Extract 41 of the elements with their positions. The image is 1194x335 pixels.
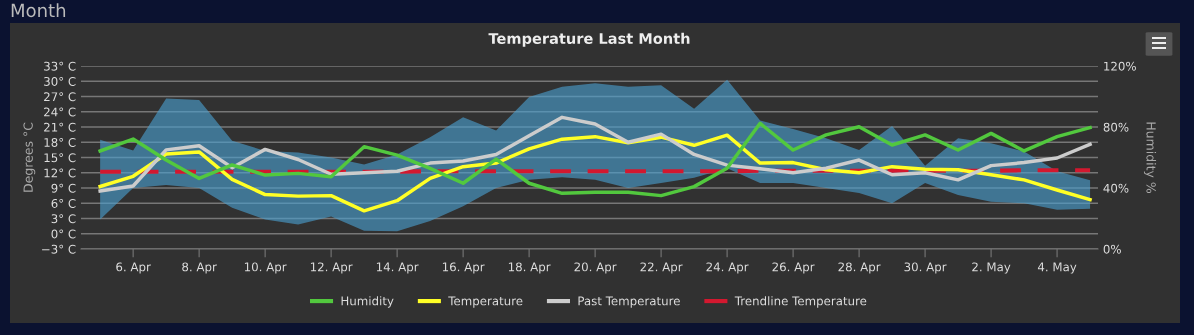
text: Month	[11, 3, 66, 18]
x-tick-label: 28. Apr	[838, 262, 881, 274]
y-tick-label: 24° C	[44, 107, 76, 117]
y-tick-label: 9° C	[51, 183, 76, 193]
y-tick-label: 0° C	[51, 229, 76, 239]
x-tick-label: 12. Apr	[310, 262, 353, 274]
y2-tick-label: 80%	[1103, 122, 1129, 132]
y-tick-label: 15° C	[44, 153, 76, 163]
y2-tick-label: 0%	[1103, 244, 1121, 254]
legend-label: Temperature	[448, 296, 523, 308]
y2-tick-label: 40%	[1103, 183, 1129, 193]
y-axis-title: Degrees °C	[23, 122, 36, 192]
y-tick-label: 33° C	[44, 61, 76, 71]
x-tick-label: 10. Apr	[244, 262, 287, 274]
y-tick-label: 18° C	[44, 137, 76, 147]
x-tick-label: 8. Apr	[182, 262, 217, 274]
x-tick-label: 18. Apr	[508, 262, 551, 274]
x-tick-label: 24. Apr	[706, 262, 749, 274]
y-tick-label: 12° C	[44, 168, 76, 178]
y-tick-label: 30° C	[44, 76, 76, 86]
x-tick-label: 14. Apr	[376, 262, 419, 274]
y-tick-label: 27° C	[44, 92, 76, 102]
y-tick-label: −3° C	[42, 244, 76, 254]
x-tick-label: 2. May	[972, 262, 1011, 274]
y2-axis-title: Humidity %	[1143, 122, 1157, 194]
y-tick-label: 6° C	[51, 198, 76, 208]
chart-title: Temperature Last Month	[488, 32, 690, 47]
legend-label: Trendline Temperature	[734, 296, 867, 308]
line-series	[98, 133, 1092, 213]
y-tick-label: 21° C	[44, 122, 76, 132]
x-tick-label: 20. Apr	[574, 262, 617, 274]
x-tick-label: 22. Apr	[640, 262, 683, 274]
x-tick-label: 30. Apr	[904, 262, 947, 274]
legend-label: Humidity	[341, 296, 394, 308]
x-tick-label: 26. Apr	[772, 262, 815, 274]
y2-tick-label: 120%	[1104, 61, 1136, 71]
x-tick-label: 16. Apr	[442, 262, 485, 274]
x-tick-label: 4. May	[1037, 262, 1077, 274]
y-tick-label: 3° C	[51, 214, 76, 224]
x-tick-label: 6. Apr	[116, 262, 151, 274]
legend-label: Past Temperature	[578, 296, 680, 308]
